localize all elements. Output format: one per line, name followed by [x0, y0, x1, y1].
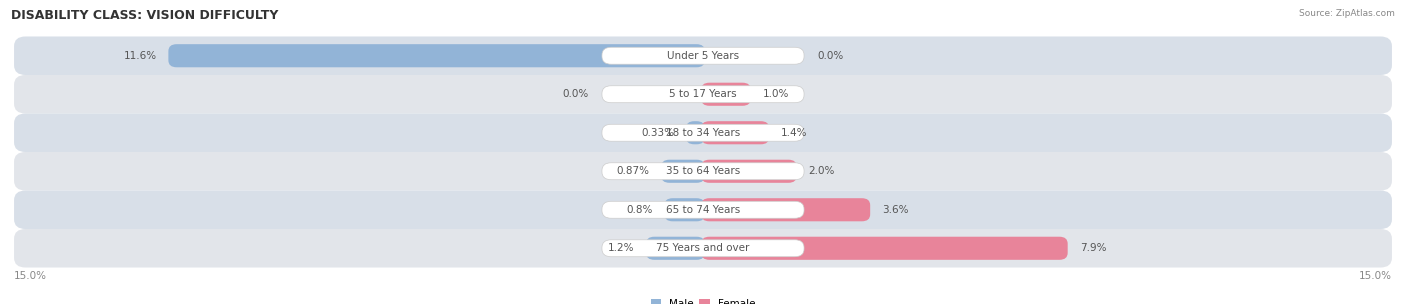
Text: 0.8%: 0.8% — [626, 205, 652, 215]
Text: 75 Years and over: 75 Years and over — [657, 243, 749, 253]
FancyBboxPatch shape — [702, 237, 1067, 260]
FancyBboxPatch shape — [702, 160, 797, 183]
Text: 15.0%: 15.0% — [1360, 271, 1392, 282]
FancyBboxPatch shape — [665, 198, 704, 221]
FancyBboxPatch shape — [686, 121, 704, 144]
Text: 15.0%: 15.0% — [14, 271, 46, 282]
FancyBboxPatch shape — [14, 113, 1392, 152]
FancyBboxPatch shape — [702, 198, 870, 221]
FancyBboxPatch shape — [14, 229, 1392, 268]
Text: 1.4%: 1.4% — [782, 128, 807, 138]
FancyBboxPatch shape — [602, 86, 804, 103]
Text: Source: ZipAtlas.com: Source: ZipAtlas.com — [1299, 9, 1395, 18]
Text: 0.33%: 0.33% — [641, 128, 673, 138]
Text: 3.6%: 3.6% — [882, 205, 908, 215]
Text: 2.0%: 2.0% — [808, 166, 835, 176]
FancyBboxPatch shape — [645, 237, 704, 260]
Text: 35 to 64 Years: 35 to 64 Years — [666, 166, 740, 176]
FancyBboxPatch shape — [14, 75, 1392, 113]
Text: Under 5 Years: Under 5 Years — [666, 51, 740, 61]
Text: 11.6%: 11.6% — [124, 51, 156, 61]
FancyBboxPatch shape — [661, 160, 704, 183]
FancyBboxPatch shape — [602, 163, 804, 180]
FancyBboxPatch shape — [14, 191, 1392, 229]
FancyBboxPatch shape — [14, 36, 1392, 75]
Text: 18 to 34 Years: 18 to 34 Years — [666, 128, 740, 138]
Text: 0.0%: 0.0% — [562, 89, 588, 99]
FancyBboxPatch shape — [169, 44, 704, 67]
Text: 0.0%: 0.0% — [818, 51, 844, 61]
Text: 7.9%: 7.9% — [1080, 243, 1107, 253]
Text: 5 to 17 Years: 5 to 17 Years — [669, 89, 737, 99]
FancyBboxPatch shape — [602, 124, 804, 141]
FancyBboxPatch shape — [602, 47, 804, 64]
FancyBboxPatch shape — [702, 121, 769, 144]
Text: 1.0%: 1.0% — [762, 89, 789, 99]
Text: 1.2%: 1.2% — [607, 243, 634, 253]
FancyBboxPatch shape — [602, 240, 804, 257]
Text: DISABILITY CLASS: VISION DIFFICULTY: DISABILITY CLASS: VISION DIFFICULTY — [11, 9, 278, 22]
Legend: Male, Female: Male, Female — [647, 295, 759, 304]
Text: 0.87%: 0.87% — [616, 166, 650, 176]
FancyBboxPatch shape — [702, 83, 751, 106]
FancyBboxPatch shape — [14, 152, 1392, 191]
Text: 65 to 74 Years: 65 to 74 Years — [666, 205, 740, 215]
FancyBboxPatch shape — [602, 201, 804, 218]
